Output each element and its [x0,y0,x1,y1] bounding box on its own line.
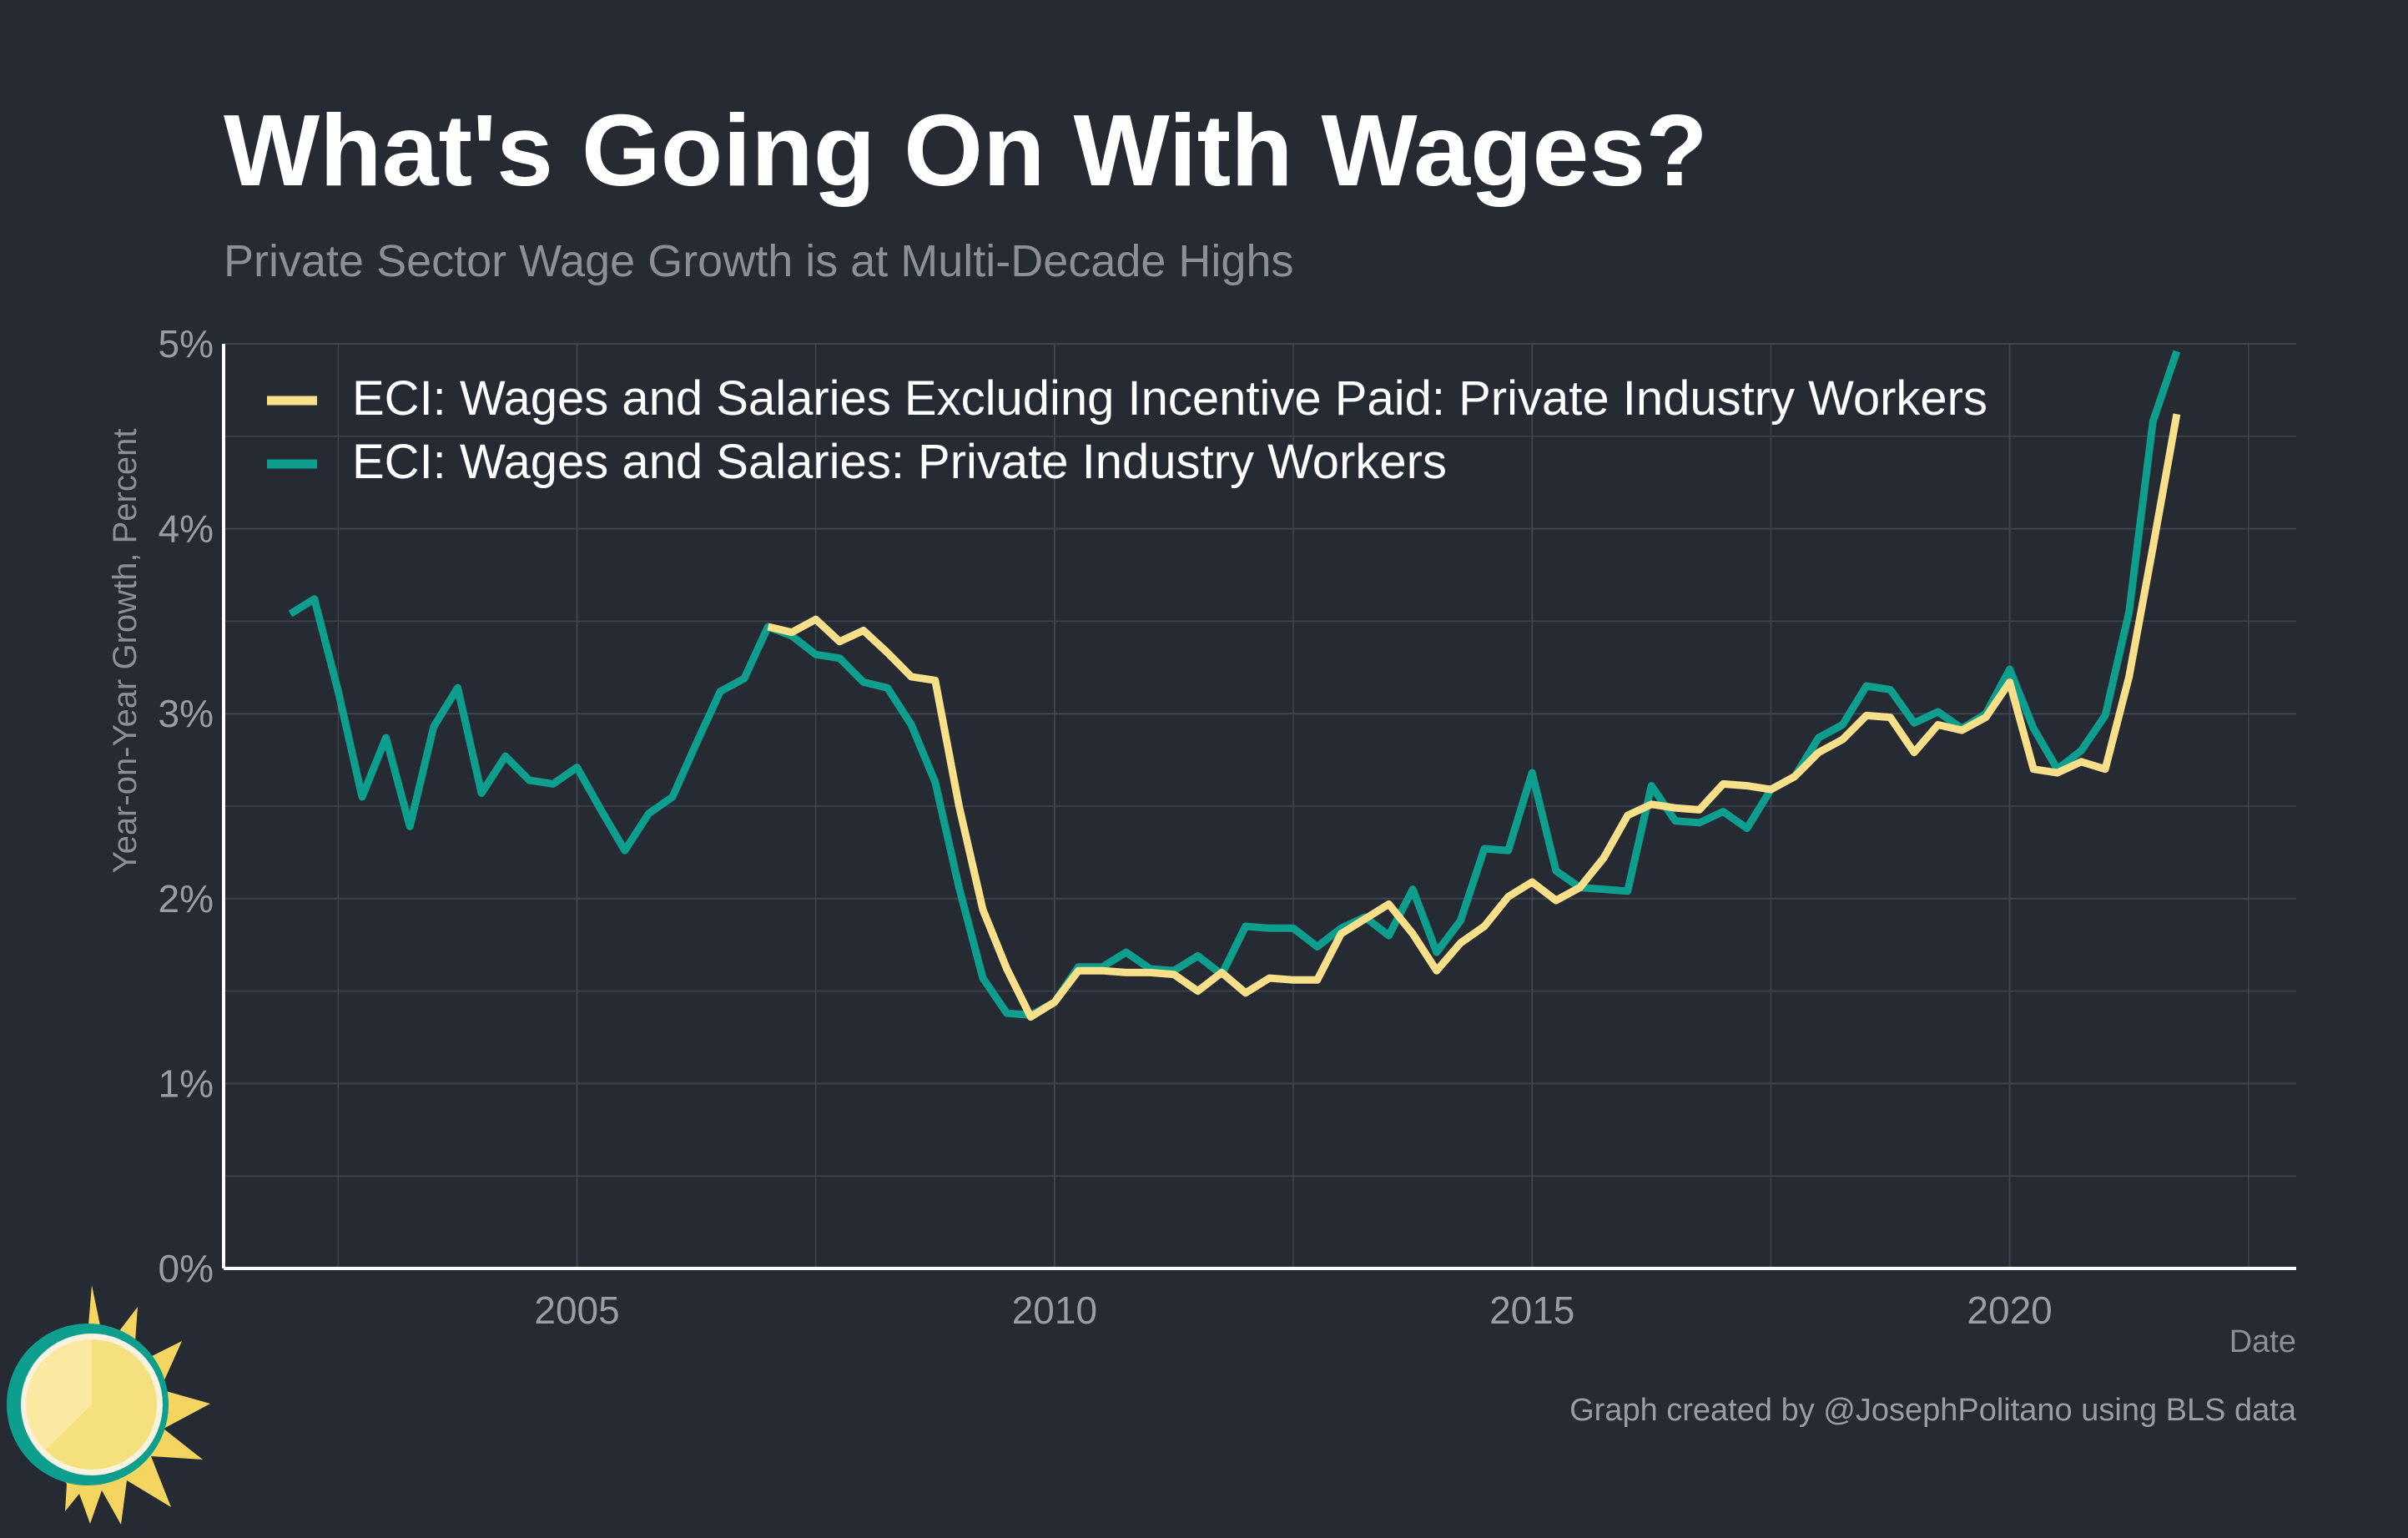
y-tick-label: 1% [159,1061,214,1105]
legend-label-excl-incentive: ECI: Wages and Salaries Excluding Incent… [352,371,1987,426]
chart-subtitle: Private Sector Wage Growth is at Multi-D… [224,236,1293,286]
y-tick-label: 5% [159,322,214,366]
x-axis-title: Date [2229,1324,2296,1359]
series-lines [288,350,2181,1021]
y-tick-label: 4% [159,507,214,551]
chart-title: What's Going On With Wages? [224,93,1708,207]
x-tick-label: 2010 [1012,1288,1097,1332]
axes [222,344,2296,1270]
x-tick-label: 2020 [1967,1288,2052,1332]
legend: ECI: Wages and Salaries Excluding Incent… [267,371,1987,489]
y-tick-label: 0% [159,1247,214,1290]
x-tick-label: 2015 [1489,1288,1574,1332]
sun-shade-icon [26,1339,93,1450]
y-tick-label: 2% [159,877,214,920]
y-axis-title: Year-on-Year Growth, Percent [107,429,144,874]
series-line-wages-salaries [288,350,2181,1019]
sun-logo [7,1285,210,1525]
y-tick-label: 3% [159,692,214,735]
x-tick-label: 2005 [534,1288,619,1332]
legend-label-wages-salaries: ECI: Wages and Salaries: Private Industr… [352,435,1447,489]
tick-labels: 0% 1% 2% 3% 4% 5% 2005 2010 2015 2020 [159,322,2053,1332]
chart-caption: Graph created by @JosephPolitano using B… [1569,1393,2297,1428]
series-line-excl-incentive [767,413,2181,1021]
